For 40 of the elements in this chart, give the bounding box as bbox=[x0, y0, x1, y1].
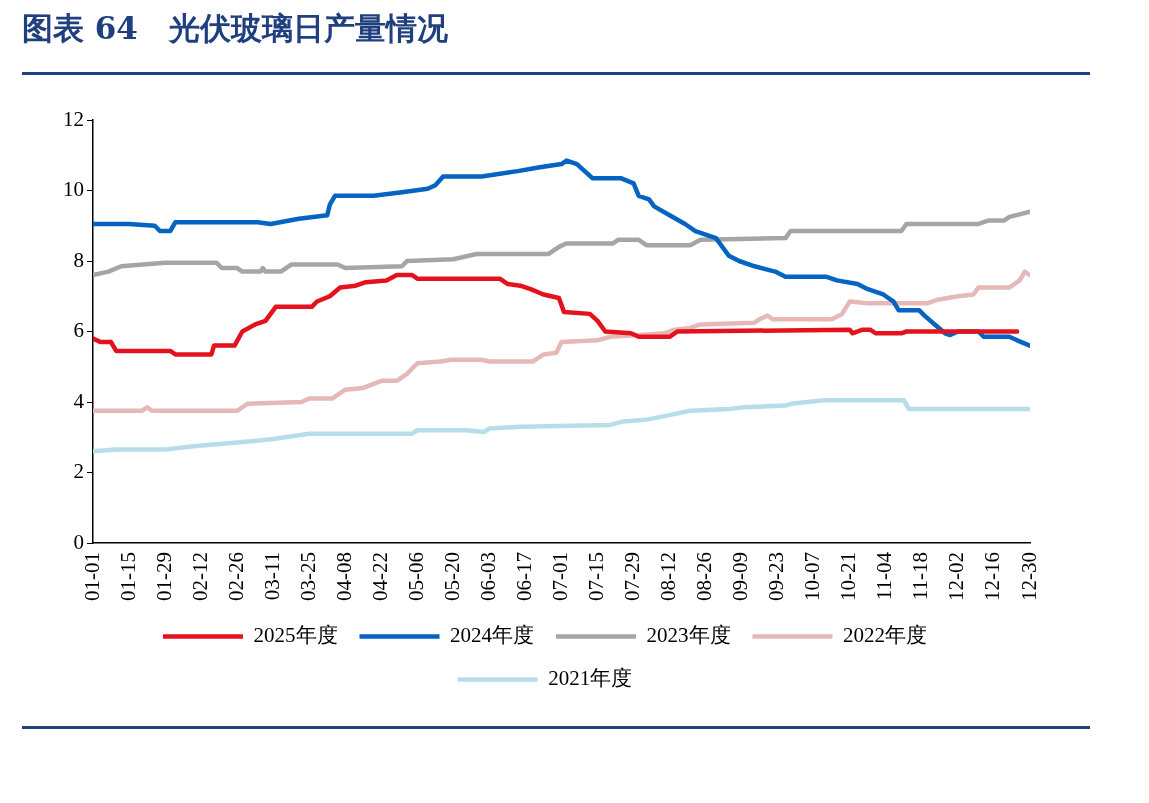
legend-label: 2024年度 bbox=[450, 623, 534, 648]
x-tick-label: 11-04 bbox=[872, 551, 897, 601]
legend-label: 2025年度 bbox=[253, 623, 338, 648]
x-tick-label: 07-29 bbox=[620, 552, 645, 602]
x-tick-label: 04-22 bbox=[367, 552, 392, 602]
x-tick-label: 02-26 bbox=[223, 552, 248, 602]
x-tick-label: 01-15 bbox=[115, 552, 140, 602]
x-tick-label: 05-20 bbox=[439, 552, 464, 602]
x-tick-label: 07-01 bbox=[548, 552, 573, 602]
x-tick-label: 12-02 bbox=[944, 552, 969, 602]
x-tick-label: 06-03 bbox=[475, 552, 500, 602]
y-tick-label: 0 bbox=[73, 529, 84, 554]
x-tick-label: 08-12 bbox=[656, 552, 681, 602]
y-tick-label: 12 bbox=[63, 106, 84, 131]
legend-label: 2023年度 bbox=[646, 623, 731, 648]
x-tick-label: 11-18 bbox=[908, 552, 933, 601]
x-tick-label: 05-06 bbox=[403, 552, 428, 602]
chart-title: 图表 64 光伏玻璃日产量情况 bbox=[22, 9, 448, 48]
legend-label: 2022年度 bbox=[843, 623, 927, 648]
x-tick-label: 03-11 bbox=[259, 552, 284, 601]
x-tick-label: 09-09 bbox=[728, 552, 753, 602]
x-tick-label: 04-08 bbox=[331, 552, 356, 602]
x-tick-label: 06-17 bbox=[511, 552, 536, 602]
x-tick-label: 08-26 bbox=[692, 552, 717, 602]
x-tick-label: 02-12 bbox=[187, 552, 212, 602]
x-tick-label: 10-07 bbox=[800, 552, 825, 602]
y-tick-label: 2 bbox=[73, 459, 84, 484]
x-tick-label: 07-15 bbox=[584, 552, 609, 602]
x-tick-label: 01-29 bbox=[151, 552, 176, 602]
x-tick-label: 09-23 bbox=[764, 552, 789, 602]
y-tick-label: 4 bbox=[73, 388, 85, 413]
y-tick-label: 10 bbox=[63, 177, 84, 202]
x-tick-label: 12-30 bbox=[1016, 552, 1041, 602]
x-tick-label: 03-25 bbox=[295, 552, 320, 602]
x-tick-label: 10-21 bbox=[836, 552, 861, 602]
x-tick-label: 12-16 bbox=[980, 552, 1005, 602]
legend-label: 2021年度 bbox=[548, 666, 633, 691]
y-tick-label: 6 bbox=[73, 318, 84, 343]
y-tick-label: 8 bbox=[73, 247, 84, 272]
x-tick-label: 01-01 bbox=[79, 552, 104, 602]
